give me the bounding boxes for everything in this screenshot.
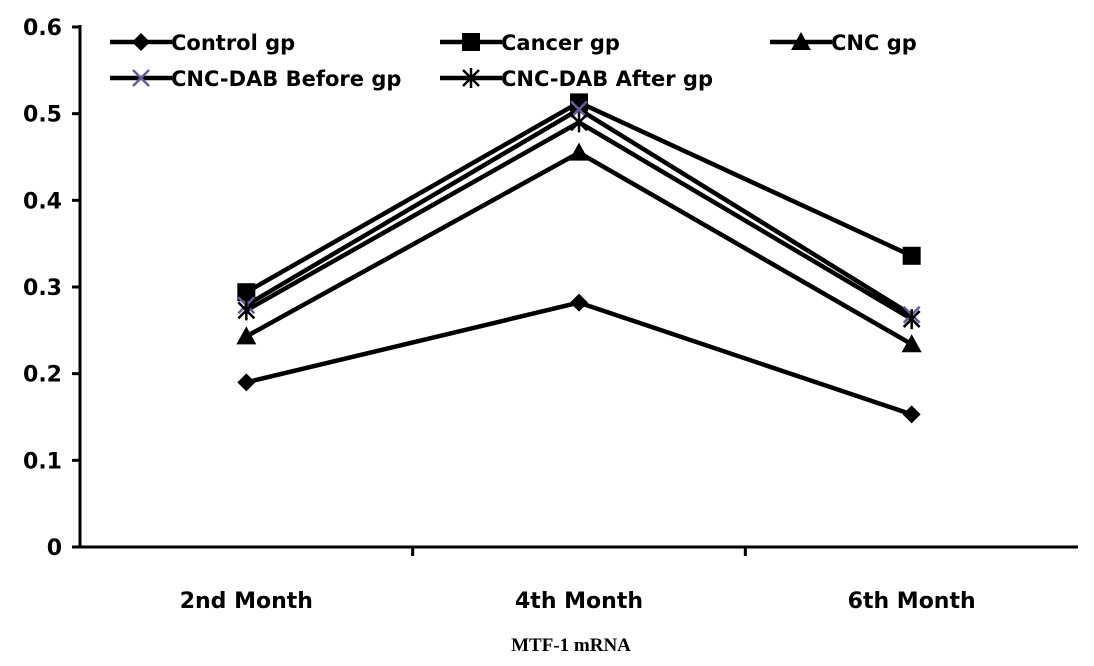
y-tick-label: 0 [47, 536, 62, 561]
data-point [570, 100, 588, 119]
y-tick-label: 0.3 [23, 276, 62, 301]
y-tick-label: 0.1 [23, 449, 62, 474]
legend-item: CNC-DAB After gp [440, 67, 713, 91]
legend-label: CNC gp [831, 31, 917, 55]
y-tick-label: 0.2 [23, 363, 62, 388]
legend-label: CNC-DAB Before gp [171, 67, 401, 91]
legend-marker [462, 68, 480, 88]
x-tick-label: 4th Month [515, 589, 643, 614]
y-tick-label: 0.5 [23, 103, 62, 128]
x-ticks: 2nd Month 4th Month 6th Month [180, 547, 976, 614]
x-tick-label: 2nd Month [180, 589, 313, 614]
y-tick-label: 0.4 [23, 189, 62, 214]
legend-item: CNC gp [770, 31, 917, 55]
legend-item: Control gp [110, 31, 295, 55]
series-markers [236, 93, 922, 424]
legend: Control gp Cancer gp CNC gp CNC-DAB Before … [110, 31, 917, 91]
x-axis-title: MTF-1 mRNA [511, 635, 631, 656]
legend-marker [132, 69, 150, 87]
legend-marker [462, 33, 480, 51]
legend-item: CNC-DAB Before gp [110, 67, 401, 91]
data-point [902, 405, 921, 424]
legend-label: Cancer gp [501, 31, 620, 55]
y-tick-label: 0.6 [23, 16, 62, 41]
data-point [902, 246, 921, 265]
legend-marker [132, 33, 150, 51]
data-point [901, 334, 922, 353]
x-tick-label: 6th Month [848, 589, 976, 614]
legend-label: Control gp [171, 31, 295, 55]
y-ticks: 0 0.1 0.2 0.3 0.4 0.5 0.6 [23, 16, 80, 561]
data-point [570, 293, 588, 312]
series-line [245, 300, 913, 417]
data-point [236, 326, 257, 345]
data-point [237, 300, 256, 321]
data-point [569, 142, 589, 161]
data-point [237, 373, 256, 392]
data-point [570, 93, 588, 112]
data-point [237, 283, 256, 302]
legend-label: CNC-DAB After gp [501, 67, 713, 91]
data-point [902, 309, 921, 330]
legend-item: Cancer gp [440, 31, 620, 55]
data-point [570, 112, 588, 133]
legend-marker [791, 32, 811, 50]
